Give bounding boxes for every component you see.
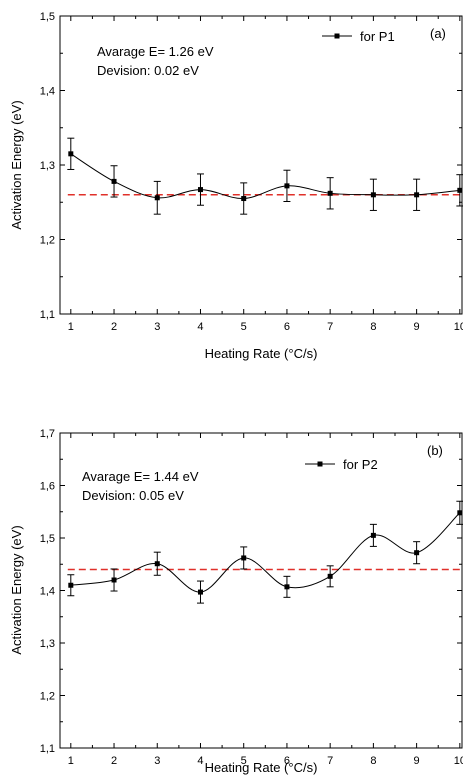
x-tick-label: 9 [414, 321, 420, 333]
x-axis-title: Heating Rate (°C/s) [205, 760, 318, 775]
x-tick-label: 8 [370, 321, 376, 333]
series-line [70, 153, 460, 200]
x-tick-label: 6 [284, 755, 290, 767]
x-tick-label: 1 [68, 755, 74, 767]
x-axis-title: Heating Rate (°C/s) [205, 346, 318, 361]
data-point [111, 577, 117, 583]
y-tick-label: 1,5 [40, 533, 55, 545]
x-tick-label: 10 [454, 321, 463, 333]
x-tick-label: 3 [154, 755, 160, 767]
x-tick-label: 4 [197, 321, 203, 333]
data-point [68, 582, 74, 588]
legend-label: for P1 [360, 29, 395, 44]
y-tick-label: 1,4 [40, 86, 55, 98]
data-point [370, 532, 376, 538]
legend: for P2 [305, 457, 378, 472]
legend-marker [317, 461, 323, 467]
deviation-annotation: Devision: 0.05 eV [82, 488, 184, 503]
average-annotation: Avarage E= 1.44 eV [82, 469, 199, 484]
y-tick-label: 1,2 [40, 691, 55, 703]
y-tick-label: 1,6 [40, 481, 55, 493]
y-tick-label: 1,3 [40, 160, 55, 172]
data-point [457, 510, 463, 516]
y-tick-label: 1,7 [40, 428, 55, 440]
data-point [414, 192, 420, 198]
x-tick-label: 10 [454, 755, 463, 767]
data-point [241, 196, 247, 202]
x-tick-label: 2 [111, 321, 117, 333]
data-point [414, 550, 420, 556]
x-tick-label: 5 [241, 755, 247, 767]
data-point [154, 561, 160, 567]
data-point [284, 584, 290, 590]
data-point [327, 573, 333, 579]
y-axis-title: Activation Energy (eV) [9, 525, 24, 654]
x-tick-label: 7 [327, 755, 333, 767]
panel-label: (a) [430, 26, 446, 41]
series-line [70, 512, 461, 593]
y-tick-label: 1,2 [40, 235, 55, 247]
data-point [327, 190, 333, 196]
y-tick-label: 1,1 [40, 743, 55, 755]
data-point [197, 187, 203, 193]
data-point [370, 192, 376, 198]
chart-panel-a: 1 2 3 4 5 6 7 8 9 10 1,1 1,2 1,3 1,4 1,5 Avarage E= 1… [9, 11, 463, 361]
y-tick-label: 1,3 [40, 638, 55, 650]
x-tick-label: 6 [284, 321, 290, 333]
y-tick-label: 1,4 [40, 586, 55, 598]
x-tick-label: 1 [68, 321, 74, 333]
panel-label: (b) [427, 443, 443, 458]
x-tick-label: 9 [414, 755, 420, 767]
plot-frame [59, 15, 463, 315]
y-tick-label: 1,1 [40, 309, 55, 321]
y-axis-title: Activation Energy (eV) [9, 100, 24, 229]
x-tick-label: 8 [370, 755, 376, 767]
x-tick-label: 5 [241, 321, 247, 333]
average-annotation: Avarage E= 1.26 eV [97, 44, 214, 59]
x-tick-label: 4 [197, 755, 203, 767]
legend-marker [334, 33, 340, 39]
y-tick-label: 1,5 [40, 11, 55, 23]
x-tick-label: 2 [111, 755, 117, 767]
data-point [284, 183, 290, 189]
chart-panel-b: 1 2 3 4 5 6 7 8 9 10 1,1 1,2 1,3 1,4 1,5 1,6 1,7 Avarag… [9, 428, 463, 775]
legend: for P1 [322, 29, 395, 44]
data-point [457, 187, 463, 193]
data-point [68, 151, 74, 157]
legend-label: for P2 [343, 457, 378, 472]
data-point [197, 589, 203, 595]
x-tick-label: 3 [154, 321, 160, 333]
data-point [241, 555, 247, 561]
x-tick-label: 7 [327, 321, 333, 333]
deviation-annotation: Devision: 0.02 eV [97, 63, 199, 78]
data-point [154, 195, 160, 201]
data-point [111, 178, 117, 184]
